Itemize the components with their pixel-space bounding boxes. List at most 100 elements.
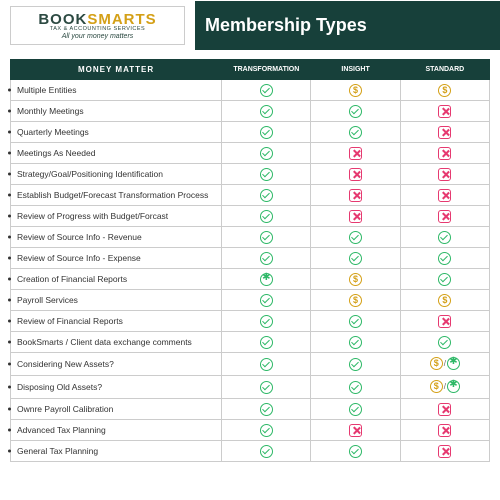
check-icon: [260, 84, 273, 97]
check-icon: [260, 126, 273, 139]
cross-icon: [349, 147, 362, 160]
cell-standard: [400, 227, 489, 248]
cross-icon: [438, 424, 451, 437]
logo-tagline: All your money matters: [19, 33, 176, 40]
cell-standard: [400, 269, 489, 290]
check-icon: [349, 358, 362, 371]
cell-transformation: [222, 206, 311, 227]
feature-label: Meetings As Needed: [11, 143, 222, 164]
cell-transformation: [222, 185, 311, 206]
page-title: Membership Types: [195, 1, 500, 50]
check-icon: [349, 336, 362, 349]
feature-label: BookSmarts / Client data exchange commen…: [11, 332, 222, 353]
table-row: Ownre Payroll Calibration: [11, 399, 490, 420]
col-transformation: TRANSFORMATION: [222, 60, 311, 80]
feature-label: Strategy/Goal/Positioning Identification: [11, 164, 222, 185]
cell-standard: [400, 332, 489, 353]
cross-icon: [349, 168, 362, 181]
logo: BOOKSMARTS TAX & ACCOUNTING SERVICES All…: [10, 6, 185, 45]
feature-label: Review of Source Info - Revenue: [11, 227, 222, 248]
check-icon: [349, 445, 362, 458]
check-icon: [438, 252, 451, 265]
table-row: Review of Source Info - Expense: [11, 248, 490, 269]
cell-insight: [311, 248, 400, 269]
check-icon: [260, 147, 273, 160]
cell-transformation: [222, 248, 311, 269]
check-icon: [260, 445, 273, 458]
check-icon: [260, 294, 273, 307]
cell-standard: [400, 122, 489, 143]
cross-icon: [349, 189, 362, 202]
feature-label: Monthly Meetings: [11, 101, 222, 122]
check-icon: [349, 126, 362, 139]
check-icon: [260, 189, 273, 202]
dollar-star-combo: /: [430, 357, 460, 370]
check-icon: [260, 381, 273, 394]
cell-insight: [311, 227, 400, 248]
dollar-icon: [430, 380, 443, 393]
cell-standard: [400, 420, 489, 441]
check-icon: [260, 315, 273, 328]
cell-insight: [311, 311, 400, 332]
check-icon: [260, 358, 273, 371]
feature-label: Establish Budget/Forecast Transformation…: [11, 185, 222, 206]
table-container: MONEY MATTER TRANSFORMATION INSIGHT STAN…: [0, 51, 500, 462]
cell-standard: [400, 80, 489, 101]
cell-insight: [311, 101, 400, 122]
cell-standard: /: [400, 376, 489, 399]
table-row: Review of Financial Reports: [11, 311, 490, 332]
dollar-icon: [438, 294, 451, 307]
col-standard: STANDARD: [400, 60, 489, 80]
dollar-icon: [430, 357, 443, 370]
table-row: Meetings As Needed: [11, 143, 490, 164]
table-row: Quarterly Meetings: [11, 122, 490, 143]
check-icon: [438, 336, 451, 349]
cell-transformation: [222, 420, 311, 441]
cross-icon: [438, 403, 451, 416]
cross-icon: [438, 147, 451, 160]
cell-transformation: [222, 376, 311, 399]
table-row: Multiple Entities: [11, 80, 490, 101]
cell-transformation: [222, 311, 311, 332]
feature-label: Review of Progress with Budget/Forcast: [11, 206, 222, 227]
check-icon: [260, 210, 273, 223]
cell-standard: [400, 290, 489, 311]
check-icon: [349, 381, 362, 394]
check-icon: [260, 336, 273, 349]
feature-label: Disposing Old Assets?: [11, 376, 222, 399]
cell-transformation: [222, 227, 311, 248]
table-row: Advanced Tax Planning: [11, 420, 490, 441]
check-icon: [349, 315, 362, 328]
cross-icon: [438, 315, 451, 328]
cell-transformation: [222, 332, 311, 353]
cross-icon: [438, 210, 451, 223]
cell-transformation: [222, 101, 311, 122]
cell-transformation: [222, 353, 311, 376]
cell-transformation: [222, 122, 311, 143]
check-icon: [260, 252, 273, 265]
cell-insight: [311, 290, 400, 311]
membership-table: MONEY MATTER TRANSFORMATION INSIGHT STAN…: [10, 59, 490, 462]
cell-transformation: [222, 164, 311, 185]
cell-standard: [400, 101, 489, 122]
cross-icon: [349, 424, 362, 437]
cell-standard: [400, 441, 489, 462]
table-row: Disposing Old Assets? /: [11, 376, 490, 399]
table-row: BookSmarts / Client data exchange commen…: [11, 332, 490, 353]
cell-insight: [311, 206, 400, 227]
cell-standard: [400, 185, 489, 206]
table-row: Review of Source Info - Revenue: [11, 227, 490, 248]
feature-label: General Tax Planning: [11, 441, 222, 462]
cell-standard: [400, 311, 489, 332]
cell-insight: [311, 269, 400, 290]
check-icon: [260, 403, 273, 416]
cross-icon: [438, 126, 451, 139]
dollar-icon: [349, 294, 362, 307]
feature-label: Advanced Tax Planning: [11, 420, 222, 441]
cell-insight: [311, 143, 400, 164]
check-icon: [349, 231, 362, 244]
check-icon: [260, 105, 273, 118]
feature-label: Creation of Financial Reports: [11, 269, 222, 290]
check-icon: [260, 424, 273, 437]
feature-label: Review of Source Info - Expense: [11, 248, 222, 269]
